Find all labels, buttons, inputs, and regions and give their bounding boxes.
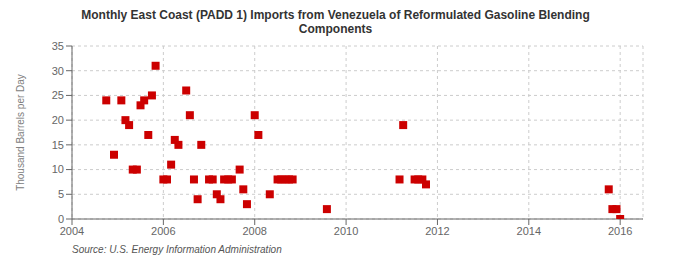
svg-text:15: 15 [52, 139, 64, 151]
html-text:Components: Components [298, 22, 373, 36]
svg-text:5: 5 [58, 188, 64, 200]
svg-text:10: 10 [52, 163, 64, 175]
svg-text:2004: 2004 [60, 225, 84, 237]
svg-text:2014: 2014 [517, 225, 541, 237]
svg-text:20: 20 [52, 114, 64, 126]
svg-text:25: 25 [52, 89, 64, 101]
svg-text:2006: 2006 [151, 225, 175, 237]
svg-text:30: 30 [52, 65, 64, 77]
svg-text:0: 0 [58, 213, 64, 225]
svg-text:2016: 2016 [608, 225, 632, 237]
svg-text:2010: 2010 [334, 225, 358, 237]
svg-text:35: 35 [52, 40, 64, 52]
svg-text:Thousand Barrels per Day: Thousand Barrels per Day [15, 74, 26, 191]
svg-text:2008: 2008 [242, 225, 266, 237]
html-text:Source: U.S. Energy Informatio: Source: U.S. Energy Information Administ… [72, 244, 282, 255]
svg-text:2012: 2012 [425, 225, 449, 237]
html-text:Monthly East Coast (PADD 1) Im: Monthly East Coast (PADD 1) Imports from… [81, 8, 590, 22]
